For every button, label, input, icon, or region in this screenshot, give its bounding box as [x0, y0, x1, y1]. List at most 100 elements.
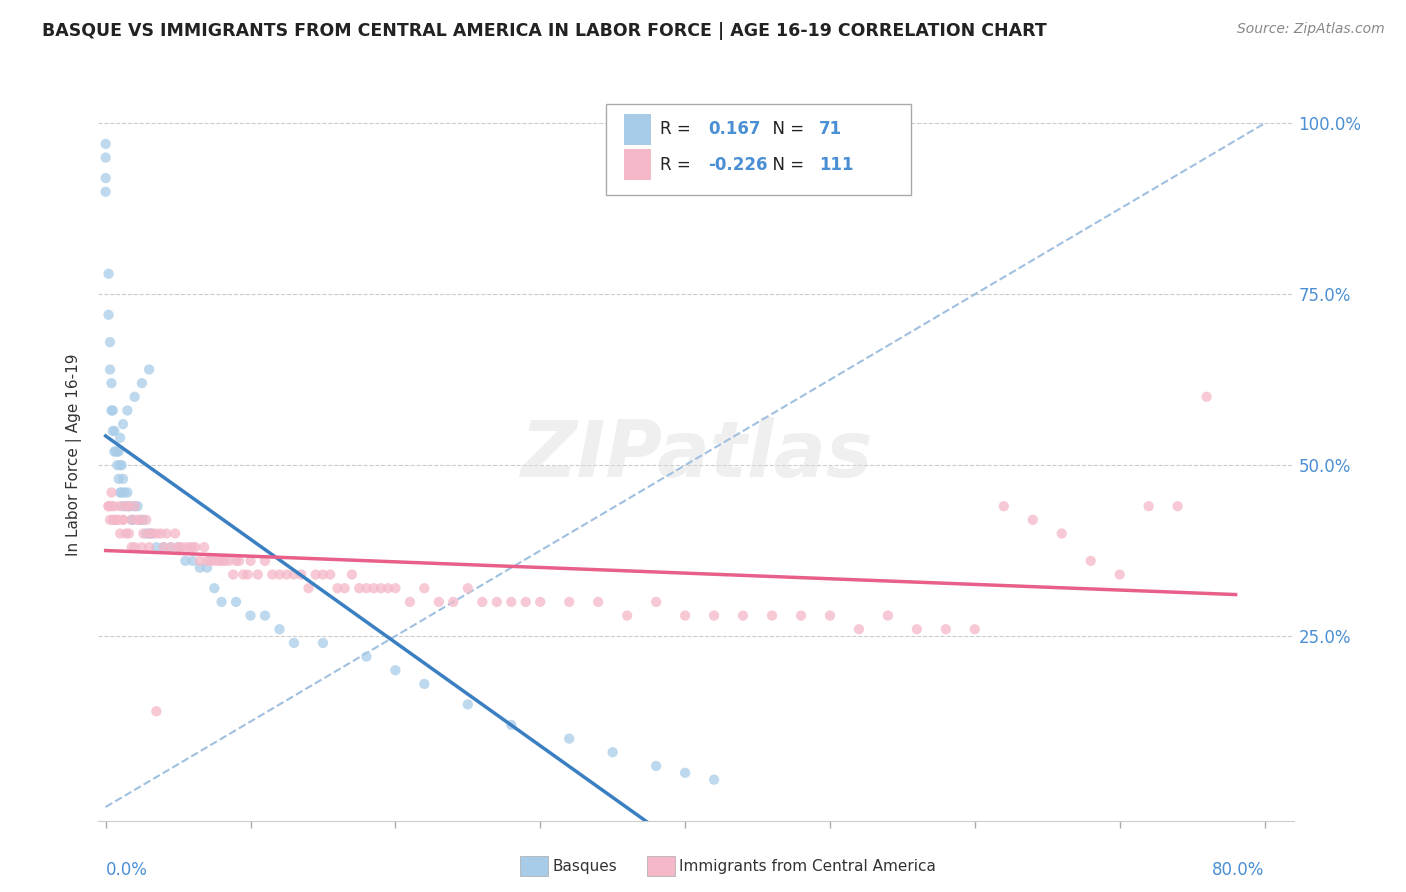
- Point: [138, 362, 160, 376]
- Point: [188, 560, 211, 574]
- Point: [155, 526, 177, 541]
- Point: [110, 458, 132, 472]
- Point: [1050, 526, 1073, 541]
- Point: [100, 499, 122, 513]
- Point: [121, 513, 143, 527]
- Point: [94, 151, 117, 165]
- Point: [239, 608, 262, 623]
- Point: [100, 376, 122, 391]
- Point: [112, 513, 135, 527]
- Point: [152, 540, 174, 554]
- Point: [319, 567, 342, 582]
- Point: [167, 540, 190, 554]
- Point: [135, 526, 157, 541]
- Point: [262, 567, 284, 582]
- Point: [1022, 513, 1045, 527]
- Point: [333, 581, 356, 595]
- Point: [312, 636, 335, 650]
- Point: [160, 540, 183, 554]
- Point: [963, 622, 986, 636]
- Point: [97, 499, 120, 513]
- Point: [112, 417, 135, 432]
- Point: [138, 526, 160, 541]
- Point: [232, 567, 254, 582]
- Point: [101, 424, 124, 438]
- Point: [138, 540, 160, 554]
- Point: [202, 581, 225, 595]
- Point: [108, 499, 131, 513]
- Point: [731, 608, 754, 623]
- Point: [167, 540, 190, 554]
- Point: [181, 540, 204, 554]
- Point: [101, 403, 124, 417]
- Point: [218, 554, 240, 568]
- Text: N =: N =: [762, 155, 808, 174]
- Point: [110, 485, 132, 500]
- Point: [283, 567, 305, 582]
- Point: [269, 567, 291, 582]
- Point: [290, 567, 312, 582]
- Point: [118, 499, 141, 513]
- Point: [269, 622, 291, 636]
- Text: 111: 111: [820, 155, 853, 174]
- Point: [340, 567, 363, 582]
- Point: [312, 567, 335, 582]
- Point: [132, 526, 155, 541]
- Text: BASQUE VS IMMIGRANTS FROM CENTRAL AMERICA IN LABOR FORCE | AGE 16-19 CORRELATION: BASQUE VS IMMIGRANTS FROM CENTRAL AMERIC…: [42, 22, 1047, 40]
- Point: [127, 513, 149, 527]
- Point: [170, 540, 193, 554]
- Point: [179, 540, 201, 554]
- Point: [211, 595, 233, 609]
- Point: [98, 362, 121, 376]
- Point: [105, 444, 128, 458]
- Point: [236, 567, 259, 582]
- Point: [935, 622, 957, 636]
- Point: [121, 513, 143, 527]
- Point: [222, 567, 245, 582]
- Point: [283, 636, 305, 650]
- Point: [228, 554, 250, 568]
- Point: [117, 403, 139, 417]
- Point: [94, 171, 117, 186]
- Point: [225, 595, 247, 609]
- Point: [108, 458, 131, 472]
- Point: [602, 745, 624, 759]
- Point: [181, 554, 204, 568]
- Point: [363, 581, 385, 595]
- Point: [101, 513, 124, 527]
- Point: [529, 595, 551, 609]
- Point: [107, 472, 129, 486]
- Point: [97, 267, 120, 281]
- Point: [188, 554, 211, 568]
- Point: [131, 376, 153, 391]
- Point: [104, 444, 127, 458]
- Text: 0.0%: 0.0%: [105, 861, 148, 879]
- Point: [427, 595, 450, 609]
- Point: [1137, 499, 1160, 513]
- Point: [356, 581, 378, 595]
- Point: [501, 718, 523, 732]
- Point: [673, 765, 696, 780]
- Point: [193, 540, 215, 554]
- Point: [105, 513, 128, 527]
- Point: [103, 513, 125, 527]
- Point: [211, 554, 233, 568]
- Point: [673, 608, 696, 623]
- Point: [174, 554, 197, 568]
- Text: R =: R =: [661, 120, 696, 138]
- Point: [124, 540, 146, 554]
- Point: [616, 608, 638, 623]
- Point: [1167, 499, 1189, 513]
- Point: [129, 513, 152, 527]
- Text: 71: 71: [820, 120, 842, 138]
- Point: [457, 581, 479, 595]
- Point: [384, 581, 406, 595]
- Point: [115, 499, 138, 513]
- Point: [645, 595, 668, 609]
- Point: [370, 581, 392, 595]
- Point: [1080, 554, 1102, 568]
- Text: -0.226: -0.226: [709, 155, 768, 174]
- Point: [115, 526, 138, 541]
- Point: [152, 540, 174, 554]
- Point: [214, 554, 236, 568]
